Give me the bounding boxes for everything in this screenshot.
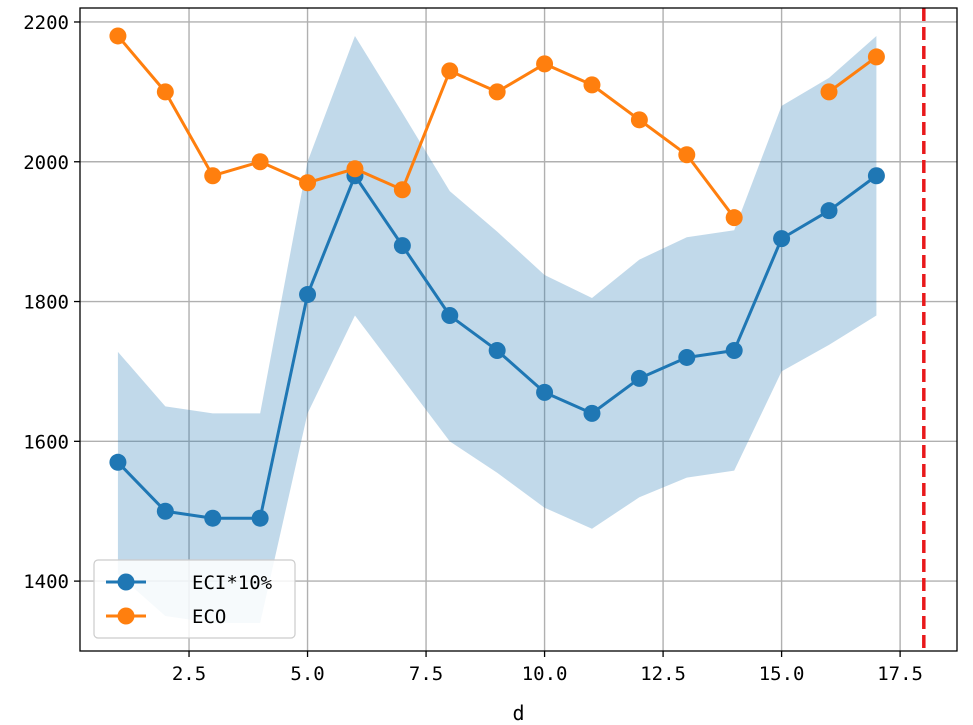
series-0-point-3 <box>251 509 269 527</box>
series-0-point-0 <box>109 453 127 471</box>
legend-label-0: ECI*10% <box>192 572 273 594</box>
series-0-point-14 <box>773 230 791 248</box>
y-tick-label-0: 1400 <box>23 571 69 593</box>
series-1-point-4 <box>299 174 317 192</box>
series-0-point-1 <box>156 502 174 520</box>
series-1-point-5 <box>346 160 364 178</box>
series-1-point-16 <box>867 48 885 66</box>
x-tick-label-2: 7.5 <box>409 663 443 685</box>
series-1-point-10 <box>583 76 601 94</box>
y-tick-labels: 1400 1600 1800 2000 2200 <box>23 12 69 593</box>
y-tick-label-4: 2200 <box>23 12 69 34</box>
series-1-point-11 <box>630 111 648 129</box>
series-1-point-1 <box>156 83 174 101</box>
x-tick-labels: 2.5 5.0 7.5 10.0 12.5 15.0 17.5 <box>172 663 923 685</box>
series-1-point-6 <box>393 181 411 199</box>
series-1-point-2 <box>204 167 222 185</box>
series-0 <box>109 167 885 527</box>
x-tick-label-1: 5.0 <box>290 663 324 685</box>
series-1-point-0 <box>109 27 127 45</box>
series-0-point-4 <box>299 286 317 304</box>
series-1-point-15 <box>820 83 838 101</box>
series-0-point-10 <box>583 404 601 422</box>
x-tick-label-5: 15.0 <box>759 663 805 685</box>
x-axis-label: d <box>512 701 524 725</box>
legend-label-1: ECO <box>192 606 226 628</box>
y-tick-label-2: 1800 <box>23 292 69 314</box>
series-0-point-13 <box>725 341 743 359</box>
grid <box>80 8 957 651</box>
series-0-point-7 <box>441 307 459 325</box>
series-0-point-12 <box>678 348 696 366</box>
series-1-point-9 <box>536 55 554 73</box>
series-0-point-6 <box>393 237 411 255</box>
legend-marker-1 <box>117 607 135 625</box>
x-tick-label-3: 10.0 <box>522 663 568 685</box>
confidence-band <box>117 35 877 624</box>
axis-ticks <box>74 21 901 657</box>
series-1-point-8 <box>488 83 506 101</box>
x-tick-label-6: 17.5 <box>877 663 923 685</box>
legend: ECI*10% ECO <box>93 559 296 639</box>
series-1-point-12 <box>678 146 696 164</box>
series-0-point-16 <box>867 167 885 185</box>
series-1-point-3 <box>251 153 269 171</box>
series-1 <box>109 27 885 227</box>
x-tick-label-0: 2.5 <box>172 663 206 685</box>
x-tick-label-4: 12.5 <box>640 663 686 685</box>
series-1-point-13 <box>725 209 743 227</box>
y-tick-label-1: 1600 <box>23 431 69 453</box>
series-0-point-11 <box>630 369 648 387</box>
series-layer <box>109 27 885 527</box>
plot-frame <box>79 7 958 652</box>
legend-marker-0 <box>117 573 135 591</box>
series-1-point-7 <box>441 62 459 80</box>
series-0-point-9 <box>536 383 554 401</box>
series-0-point-8 <box>488 341 506 359</box>
series-1-line-1 <box>828 55 878 94</box>
y-tick-label-3: 2000 <box>23 152 69 174</box>
series-0-point-2 <box>204 509 222 527</box>
series-0-point-15 <box>820 202 838 220</box>
legend-box <box>93 559 296 639</box>
